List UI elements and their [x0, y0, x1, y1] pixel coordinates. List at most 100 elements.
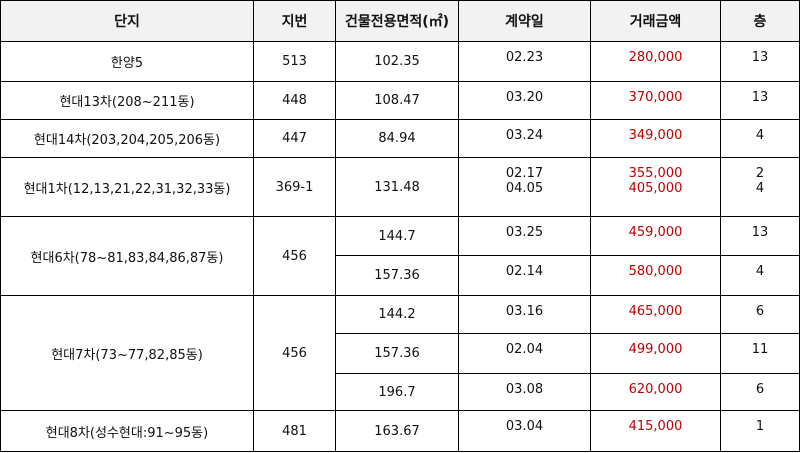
price-cell: 499,000 — [590, 333, 721, 374]
price-cell: 355,000 405,000 — [590, 157, 721, 217]
floor-cell: 6 — [720, 295, 800, 334]
header-cell: 단지 — [0, 0, 254, 42]
table-row: 현대14차(203,204,205,206동) 447 84.94 03.24 349,… — [0, 119, 800, 158]
price-cell: 280,000 — [590, 41, 721, 82]
lot-cell: 448 — [253, 81, 336, 120]
lot-cell: 513 — [253, 41, 336, 82]
floor-cell: 13 — [720, 81, 800, 120]
date-cell: 03.04 — [458, 410, 591, 452]
price-text: 465,000 — [628, 304, 683, 319]
lot-cell: 481 — [253, 410, 336, 452]
header-cell: 거래금액 — [590, 0, 721, 42]
floor-cell: 13 — [720, 216, 800, 256]
price-cell: 370,000 — [590, 81, 721, 120]
lot-cell: 369-1 — [253, 157, 336, 217]
floor-text: 2 — [755, 166, 765, 181]
table-row: 한양5 513 102.35 02.23 280,000 13 — [0, 41, 800, 82]
date-cell: 03.25 — [458, 216, 591, 256]
area-cell: 102.35 — [335, 41, 459, 82]
lot-cell: 456 — [253, 295, 336, 411]
date-text: 02.04 — [505, 342, 544, 357]
date-text: 02.14 — [505, 264, 544, 279]
price-text: 280,000 — [628, 50, 683, 65]
price-cell: 580,000 — [590, 255, 721, 296]
floor-cell: 4 — [720, 119, 800, 158]
floor-text: 11 — [751, 342, 769, 357]
floor-text: 1 — [755, 419, 765, 434]
date-cell: 02.17 04.05 — [458, 157, 591, 217]
date-cell: 03.20 — [458, 81, 591, 120]
date-text: 03.08 — [505, 382, 544, 397]
complex-cell: 현대1차(12,13,21,22,31,32,33동) — [0, 157, 254, 217]
price-cell: 465,000 — [590, 295, 721, 334]
complex-cell: 현대8차(성수현대:91~95동) — [0, 410, 254, 452]
floor-cell: 6 — [720, 373, 800, 411]
floor-cell: 1 — [720, 410, 800, 452]
floor-cell: 13 — [720, 41, 800, 82]
price-text: 405,000 — [628, 181, 683, 196]
floor-text: 4 — [755, 128, 765, 143]
complex-cell: 현대13차(208~211동) — [0, 81, 254, 120]
table-row: 현대6차(78~81,83,84,86,87동) 456 144.7 03.25 459… — [0, 216, 800, 296]
header-row: 단지 지번 건물전용면적(㎡) 계약일 거래금액 층 — [0, 0, 800, 42]
lot-cell: 456 — [253, 216, 336, 296]
price-text: 349,000 — [628, 128, 683, 143]
floor-text: 13 — [751, 225, 769, 240]
complex-cell: 현대7차(73~77,82,85동) — [0, 295, 254, 411]
date-text: 03.16 — [505, 304, 544, 319]
table-row: 현대7차(73~77,82,85동) 456 144.2 03.16 465,000 6 — [0, 295, 800, 411]
area-cell: 163.67 — [335, 410, 459, 452]
area-cell: 108.47 — [335, 81, 459, 120]
area-cell: 196.7 — [335, 373, 459, 411]
area-cell: 157.36 — [335, 333, 459, 374]
date-cell: 02.14 — [458, 255, 591, 296]
floor-cell: 4 — [720, 255, 800, 296]
floor-text: 4 — [755, 264, 765, 279]
price-cell: 459,000 — [590, 216, 721, 256]
table-row: 현대1차(12,13,21,22,31,32,33동) 369-1 131.48 02… — [0, 157, 800, 217]
table-row: 157.36 02.14 580,000 4 — [1, 255, 800, 296]
header-cell: 계약일 — [458, 0, 591, 42]
date-text: 02.17 — [505, 166, 544, 181]
header-cell: 지번 — [253, 0, 336, 42]
area-cell: 131.48 — [335, 157, 459, 217]
date-text: 03.25 — [505, 225, 544, 240]
date-cell: 02.23 — [458, 41, 591, 82]
price-cell: 349,000 — [590, 119, 721, 158]
complex-cell: 현대14차(203,204,205,206동) — [0, 119, 254, 158]
price-text: 620,000 — [628, 382, 683, 397]
table-row: 현대13차(208~211동) 448 108.47 03.20 370,000 13 — [0, 81, 800, 120]
complex-cell: 현대6차(78~81,83,84,86,87동) — [0, 216, 254, 296]
header-cell: 건물전용면적(㎡) — [335, 0, 459, 42]
date-cell: 03.16 — [458, 295, 591, 334]
floor-text: 6 — [755, 304, 765, 319]
floor-text: 4 — [755, 181, 765, 196]
floor-text: 13 — [751, 50, 769, 65]
price-text: 370,000 — [628, 90, 683, 105]
date-text: 02.23 — [505, 50, 544, 65]
floor-text: 13 — [751, 90, 769, 105]
date-text: 04.05 — [505, 181, 544, 196]
table-body: 한양5 513 102.35 02.23 280,000 13 현대13차(208~211동… — [0, 41, 800, 452]
lot-cell: 447 — [253, 119, 336, 158]
date-text: 03.24 — [505, 128, 544, 143]
price-text: 499,000 — [628, 342, 683, 357]
date-text: 03.04 — [505, 419, 544, 434]
area-cell: 144.2 — [335, 295, 459, 334]
header-cell: 층 — [720, 0, 800, 42]
price-cell: 415,000 — [590, 410, 721, 452]
floor-cell: 11 — [720, 333, 800, 374]
date-cell: 03.24 — [458, 119, 591, 158]
table-row: 196.7 03.08 620,000 6 — [1, 373, 800, 411]
floor-text: 6 — [755, 382, 765, 397]
price-text: 415,000 — [628, 419, 683, 434]
table-row: 현대8차(성수현대:91~95동) 481 163.67 03.04 415,000 1 — [0, 410, 800, 452]
date-cell: 02.04 — [458, 333, 591, 374]
price-text: 459,000 — [628, 225, 683, 240]
price-cell: 620,000 — [590, 373, 721, 411]
table-row: 157.36 02.04 499,000 11 — [1, 333, 800, 374]
area-cell: 84.94 — [335, 119, 459, 158]
